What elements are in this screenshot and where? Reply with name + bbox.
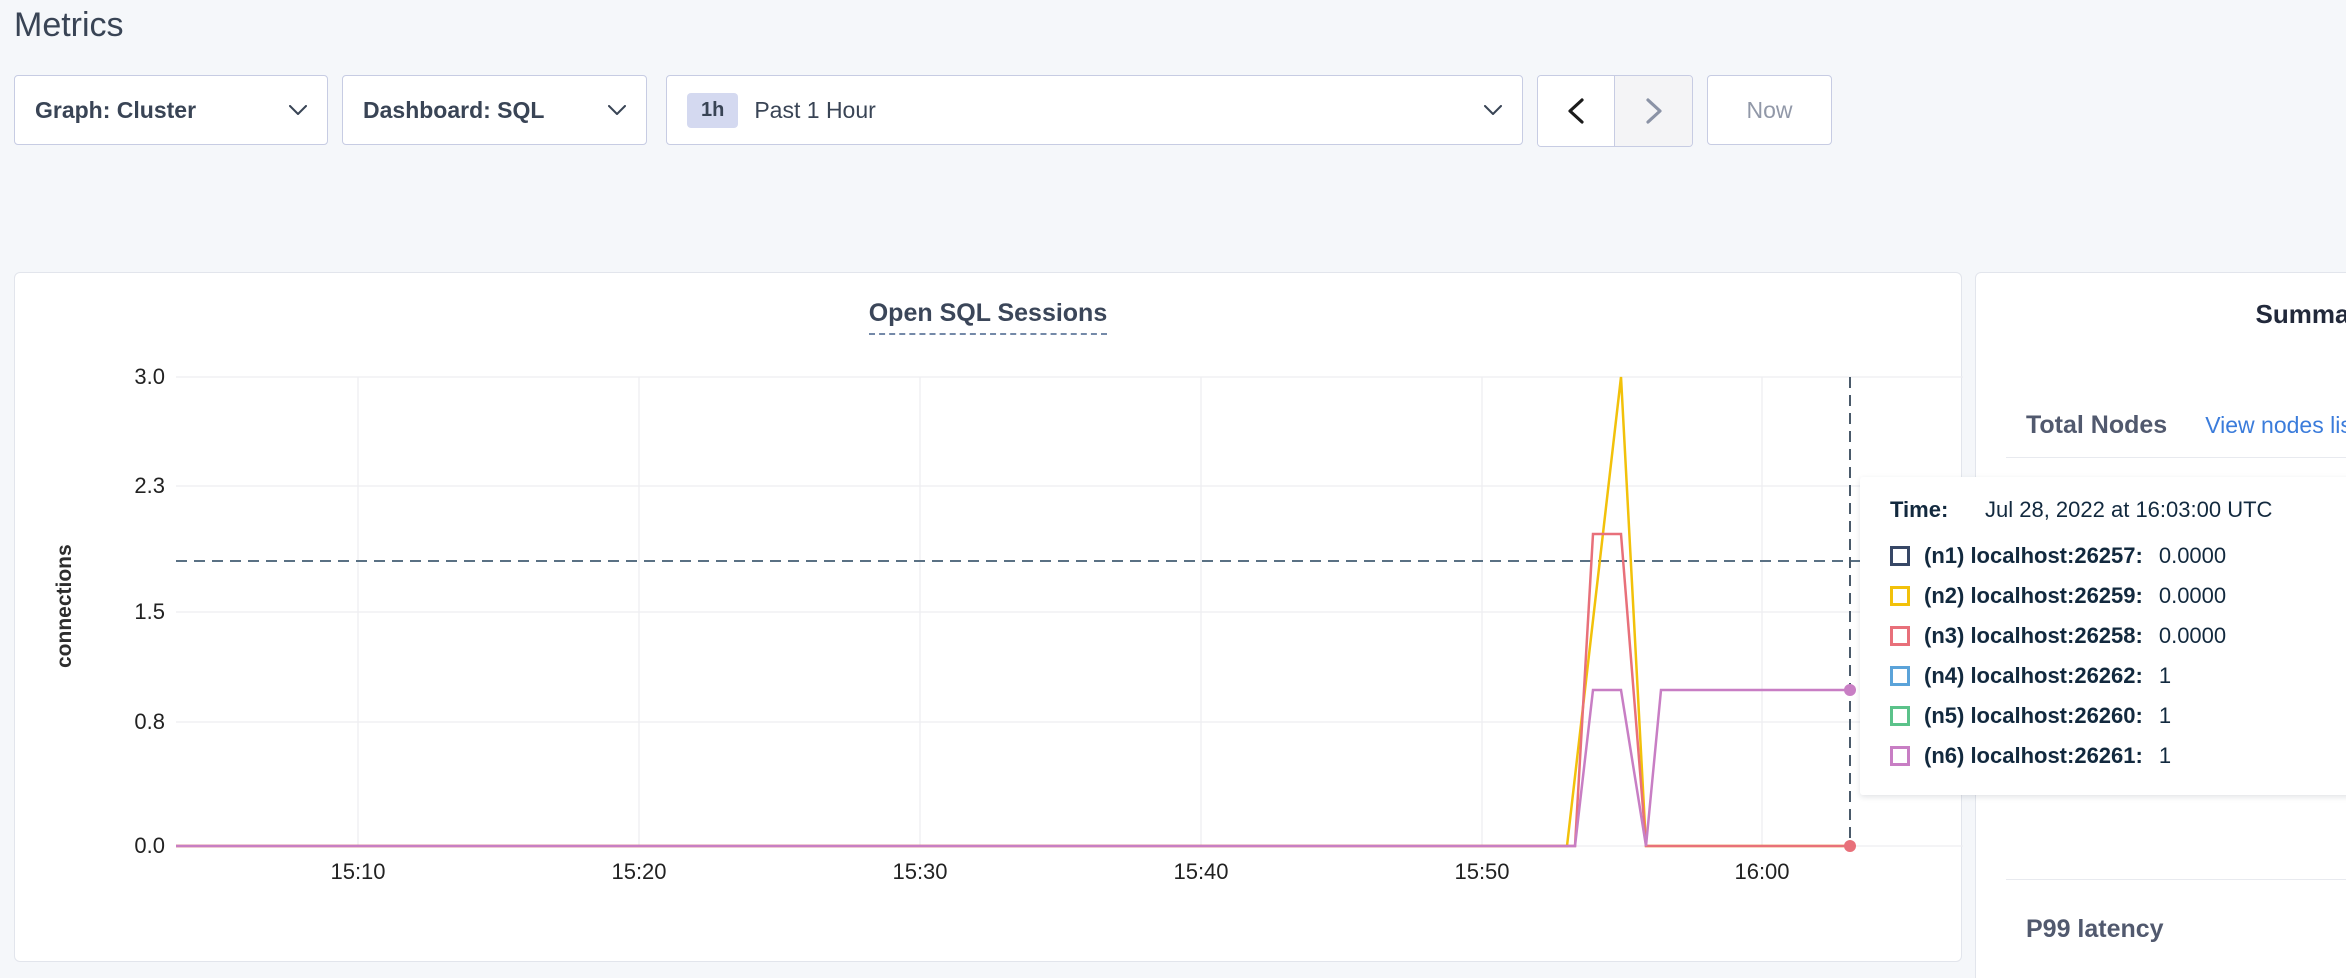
svg-text:16:00: 16:00	[1734, 859, 1789, 884]
svg-text:15:20: 15:20	[611, 859, 666, 884]
svg-text:15:10: 15:10	[330, 859, 385, 884]
svg-text:0.0: 0.0	[134, 833, 165, 858]
svg-text:15:30: 15:30	[892, 859, 947, 884]
svg-text:15:50: 15:50	[1454, 859, 1509, 884]
svg-text:1.5: 1.5	[134, 599, 165, 624]
svg-text:0.8: 0.8	[134, 709, 165, 734]
svg-text:15:40: 15:40	[1173, 859, 1228, 884]
svg-text:3.0: 3.0	[134, 364, 165, 389]
svg-text:2.3: 2.3	[134, 473, 165, 498]
